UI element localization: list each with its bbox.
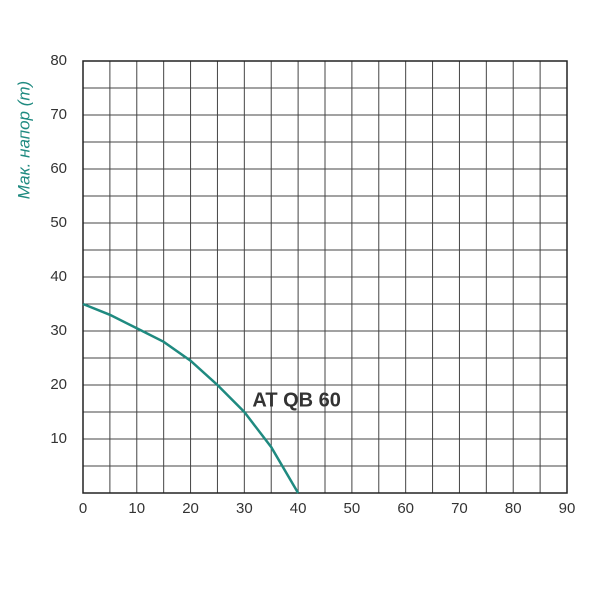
x-tick-label: 90 xyxy=(559,500,576,517)
y-axis-label: Мак. напор (m) xyxy=(14,81,33,199)
y-tick-label: 40 xyxy=(50,268,67,285)
x-tick-label: 20 xyxy=(182,500,199,517)
y-tick-label: 60 xyxy=(50,160,67,177)
x-tick-label: 30 xyxy=(236,500,253,517)
y-tick-label: 70 xyxy=(50,106,67,123)
x-tick-label: 70 xyxy=(451,500,468,517)
y-tick-label: 20 xyxy=(50,376,67,393)
x-tick-label: 10 xyxy=(128,500,145,517)
x-tick-label: 60 xyxy=(397,500,414,517)
y-tick-label: 10 xyxy=(50,430,67,447)
y-tick-label: 80 xyxy=(50,52,67,69)
y-tick-label: 50 xyxy=(50,214,67,231)
curve xyxy=(82,302,300,494)
x-tick-label: 50 xyxy=(344,500,361,517)
x-tick-label: 80 xyxy=(505,500,522,517)
x-tick-label: 40 xyxy=(290,500,307,517)
plot-frame xyxy=(82,60,568,494)
curve-label: AT QB 60 xyxy=(252,389,341,411)
y-tick-label: 30 xyxy=(50,322,67,339)
x-tick-label: 0 xyxy=(79,500,87,517)
